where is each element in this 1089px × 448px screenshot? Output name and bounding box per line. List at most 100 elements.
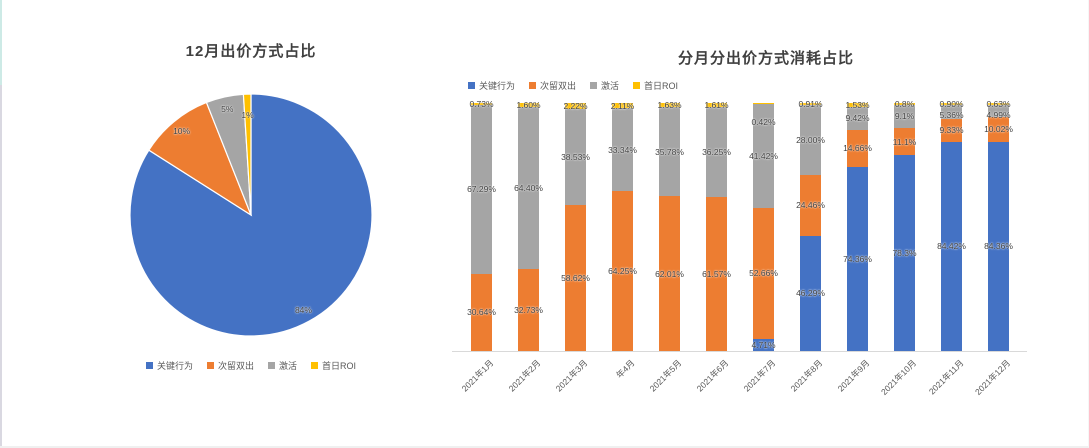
- bar-segment-关键行为[interactable]: [894, 155, 915, 351]
- bar-segment-激活[interactable]: [612, 108, 633, 192]
- bar-segment-激活[interactable]: [565, 108, 586, 205]
- bar-legend-item-3[interactable]: 首日ROI: [633, 79, 678, 92]
- bar-value-label: 46.29%: [796, 288, 825, 299]
- pie-legend-item-3[interactable]: 首日ROI: [311, 359, 356, 372]
- stacked-bar-2021年12月: [988, 103, 1009, 351]
- bar-segment-次留双出[interactable]: [800, 174, 821, 236]
- x-axis-label: 2021年9月: [835, 357, 872, 394]
- pie-legend: 关键行为 次留双出 激活 首日ROI: [96, 359, 406, 372]
- bar-value-label: 67.29%: [467, 184, 496, 195]
- bar-value-label: 0.73%: [469, 98, 494, 109]
- bar-segment-次留双出[interactable]: [847, 130, 868, 167]
- pie-slice-首日ROI[interactable]: [242, 93, 252, 216]
- bar-legend-item-2[interactable]: 激活: [590, 79, 619, 92]
- bar-segment-关键行为[interactable]: [753, 339, 774, 351]
- bar-segment-首日ROI[interactable]: [612, 103, 633, 109]
- bar-value-label: 0.91%: [798, 99, 823, 110]
- bar-value-label: 1.53%: [845, 99, 870, 110]
- bar-segment-首日ROI[interactable]: [471, 103, 492, 105]
- bar-segment-首日ROI[interactable]: [659, 103, 680, 108]
- bar-segment-次留双出[interactable]: [565, 204, 586, 351]
- x-axis-label: 2021年7月: [741, 357, 778, 394]
- stacked-bar-2021年1月: [471, 103, 492, 351]
- bar-segment-激活[interactable]: [941, 105, 962, 119]
- pie-plot: [129, 93, 373, 337]
- bar-segment-首日ROI[interactable]: [565, 103, 586, 109]
- bar-segment-次留双出[interactable]: [612, 191, 633, 351]
- bar-value-label: 33.34%: [608, 144, 637, 155]
- bar-value-label: 10.02%: [984, 124, 1013, 135]
- pie-value-label: 84%: [294, 305, 312, 316]
- bar-segment-次留双出[interactable]: [753, 207, 774, 340]
- bar-segment-次留双出[interactable]: [941, 118, 962, 142]
- stacked-bar-2021年3月: [565, 103, 586, 351]
- x-axis-label: 2021年8月: [788, 357, 825, 394]
- bar-segment-关键行为[interactable]: [988, 141, 1009, 351]
- x-axis-label: 2021年12月: [973, 357, 1013, 397]
- pie-legend-item-0[interactable]: 关键行为: [145, 359, 193, 372]
- bar-segment-激活[interactable]: [471, 104, 492, 274]
- bar-segment-关键行为[interactable]: [941, 141, 962, 351]
- stacked-bar-2021年11月: [941, 103, 962, 351]
- bar-segment-激活[interactable]: [659, 107, 680, 197]
- legend-swatch-icon: [590, 82, 598, 89]
- bar-segment-次留双出[interactable]: [706, 197, 727, 351]
- legend-swatch-icon: [206, 362, 214, 369]
- pie-slice-次留双出[interactable]: [148, 101, 253, 217]
- bar-segment-首日ROI[interactable]: [706, 103, 727, 108]
- bar-segment-首日ROI[interactable]: [988, 103, 1009, 105]
- bar-value-label: 84.36%: [984, 241, 1013, 252]
- bar-value-label: 52.66%: [749, 268, 778, 279]
- bar-segment-激活[interactable]: [753, 104, 774, 208]
- bar-legend: 关键行为 次留双出 激活 首日ROI: [468, 79, 678, 92]
- pie-value-label: 10%: [173, 126, 191, 137]
- bar-segment-首日ROI[interactable]: [894, 103, 915, 105]
- bar-segment-首日ROI[interactable]: [753, 103, 774, 105]
- bar-value-label: 64.40%: [514, 182, 543, 193]
- bar-value-label: 9.33%: [939, 125, 964, 136]
- bar-segment-次留双出[interactable]: [988, 116, 1009, 142]
- bar-segment-激活[interactable]: [706, 107, 727, 198]
- bar-segment-首日ROI[interactable]: [941, 103, 962, 106]
- bar-value-label: 1.63%: [657, 100, 682, 111]
- bar-segment-次留双出[interactable]: [659, 196, 680, 351]
- bar-segment-激活[interactable]: [518, 107, 539, 269]
- bar-segment-激活[interactable]: [800, 105, 821, 175]
- bar-segment-关键行为[interactable]: [847, 166, 868, 351]
- x-axis-label: 2021年2月: [506, 357, 543, 394]
- bar-value-label: 74.36%: [843, 253, 872, 264]
- bar-segment-首日ROI[interactable]: [800, 103, 821, 106]
- pie-legend-item-2[interactable]: 激活: [268, 359, 297, 372]
- bar-legend-item-0[interactable]: 关键行为: [468, 79, 515, 92]
- legend-label: 关键行为: [156, 361, 193, 371]
- bar-segment-次留双出[interactable]: [894, 127, 915, 156]
- bar-segment-首日ROI[interactable]: [847, 103, 868, 107]
- bar-segment-次留双出[interactable]: [471, 273, 492, 351]
- stacked-bar-年4月: [612, 103, 633, 351]
- pie-legend-item-1[interactable]: 次留双出: [206, 359, 254, 372]
- bar-value-label: 24.46%: [796, 200, 825, 211]
- legend-swatch-icon: [468, 82, 475, 89]
- bar-value-label: 0.90%: [939, 99, 964, 110]
- bar-segment-首日ROI[interactable]: [518, 103, 539, 108]
- bar-value-label: 2.22%: [563, 100, 588, 111]
- bar-segment-激活[interactable]: [988, 104, 1009, 117]
- x-axis-line: [452, 351, 1027, 352]
- left-edge-accent-bottom: [0, 85, 2, 446]
- bar-value-label: 14.66%: [843, 143, 872, 154]
- bar-value-label: 4.71%: [751, 340, 776, 351]
- bar-segment-激活[interactable]: [894, 104, 915, 128]
- stacked-bar-2021年6月: [706, 103, 727, 351]
- bar-value-label: 4.99%: [986, 109, 1011, 120]
- legend-label: 首日ROI: [644, 81, 679, 91]
- stacked-bar-2021年5月: [659, 103, 680, 351]
- bar-segment-关键行为[interactable]: [800, 235, 821, 351]
- bar-segment-次留双出[interactable]: [518, 268, 539, 351]
- bar-segment-激活[interactable]: [847, 106, 868, 131]
- legend-swatch-icon: [145, 362, 153, 369]
- bar-legend-item-1[interactable]: 次留双出: [529, 79, 576, 92]
- bar-value-label: 11.1%: [892, 136, 917, 147]
- left-edge-accent-top: [0, 0, 2, 85]
- legend-label: 激活: [601, 81, 620, 91]
- legend-label: 关键行为: [479, 81, 516, 91]
